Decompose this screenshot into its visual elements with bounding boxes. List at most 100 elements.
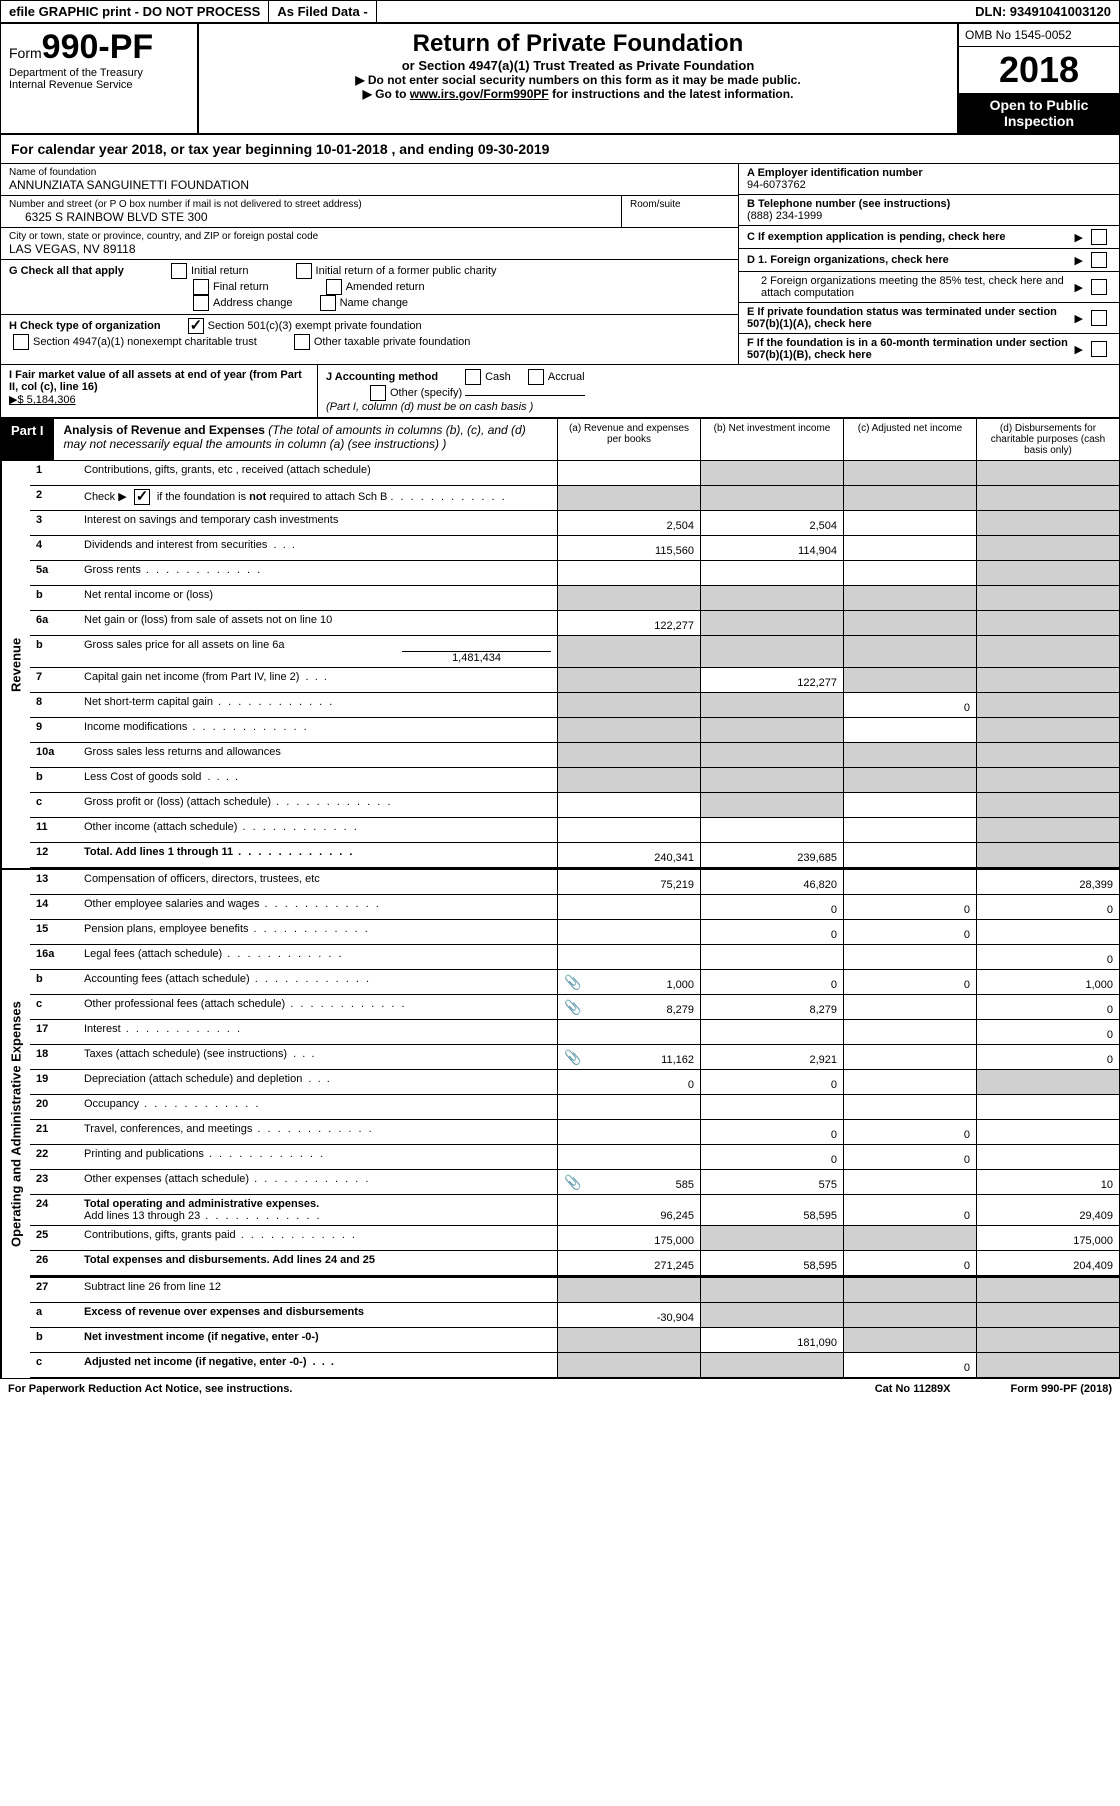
h-row2: Section 4947(a)(1) nonexempt charitable … [9,334,730,350]
revenue-side-label: Revenue [1,461,30,868]
final-return-checkbox[interactable] [193,279,209,295]
table-row: 23Other expenses (attach schedule)📎58557… [30,1170,1119,1195]
irs-link[interactable]: www.irs.gov/Form990PF [410,87,549,101]
table-row: 21Travel, conferences, and meetings00 [30,1120,1119,1145]
status-terminated-checkbox[interactable] [1091,310,1107,326]
table-row: 20Occupancy [30,1095,1119,1120]
foreign-org-checkbox[interactable] [1091,252,1107,268]
table-row: 2Check ▶ if the foundation is not requir… [30,486,1119,511]
other-method-checkbox[interactable] [370,385,386,401]
cash-checkbox[interactable] [465,369,481,385]
g-row2: Final return Amended return [9,279,730,295]
revenue-section: Revenue 1Contributions, gifts, grants, e… [1,461,1119,868]
ein-value: 94-6073762 [747,179,1111,191]
address-row: Number and street (or P O box number if … [1,196,738,228]
table-row: 1Contributions, gifts, grants, etc , rec… [30,461,1119,486]
table-row: 19Depreciation (attach schedule) and dep… [30,1070,1119,1095]
i-value: ▶$ 5,184,306 [9,394,76,406]
top-bar: efile GRAPHIC print - DO NOT PROCESS As … [1,1,1119,24]
table-row: 26Total expenses and disbursements. Add … [30,1251,1119,1276]
c-label: C If exemption application is pending, c… [747,231,1071,243]
amended-return-checkbox[interactable] [326,279,342,295]
expenses-section: Operating and Administrative Expenses 13… [1,868,1119,1378]
address-change-checkbox[interactable] [193,295,209,311]
table-row: cGross profit or (loss) (attach schedule… [30,793,1119,818]
accrual-checkbox[interactable] [528,369,544,385]
table-row: 5aGross rents [30,561,1119,586]
initial-former-checkbox[interactable] [296,263,312,279]
footer-left: For Paperwork Reduction Act Notice, see … [8,1383,875,1395]
other-method-label: Other (specify) [390,387,462,399]
dln-number: DLN: 93491041003120 [967,1,1119,22]
sch-b-checkbox[interactable] [134,489,150,505]
col-a-header: (a) Revenue and expenses per books [557,419,700,460]
exemption-pending-checkbox[interactable] [1091,229,1107,245]
foreign-85-checkbox[interactable] [1091,279,1107,295]
header-center: Return of Private Foundation or Section … [199,24,957,133]
attachment-icon[interactable]: 📎 [564,999,581,1016]
ein-cell: A Employer identification number 94-6073… [739,164,1119,195]
dept-irs: Internal Revenue Service [9,79,189,91]
name-change-checkbox[interactable] [320,295,336,311]
ein-label: A Employer identification number [747,167,1111,179]
header-left: Form990-PF Department of the Treasury In… [1,24,199,133]
expenses-side-label: Operating and Administrative Expenses [1,870,30,1378]
e-cell: E If private foundation status was termi… [739,303,1119,334]
city-label: City or town, state or province, country… [9,231,730,242]
attachment-icon[interactable]: 📎 [564,1049,581,1066]
arrow-icon: ▶ [1075,281,1083,294]
final-return-label: Final return [213,281,269,293]
phone-value: (888) 234-1999 [747,210,1111,222]
part1-header: Part I Analysis of Revenue and Expenses … [1,419,1119,461]
revenue-rows: 1Contributions, gifts, grants, etc , rec… [30,461,1119,868]
g-row: G Check all that apply Initial return In… [1,260,738,315]
arrow-icon: ▶ [1075,312,1083,325]
4947-checkbox[interactable] [13,334,29,350]
other-taxable-checkbox[interactable] [294,334,310,350]
info-left: Name of foundation ANNUNZIATA SANGUINETT… [1,164,738,364]
c-cell: C If exemption application is pending, c… [739,226,1119,249]
60-month-checkbox[interactable] [1091,341,1107,357]
i-label: I Fair market value of all assets at end… [9,369,302,393]
j-label: J Accounting method [326,371,438,383]
cash-label: Cash [485,371,511,383]
dept-treasury: Department of the Treasury [9,67,189,79]
d1-cell: D 1. Foreign organizations, check here ▶ [739,249,1119,272]
form-container: efile GRAPHIC print - DO NOT PROCESS As … [0,0,1120,1379]
address-cell: Number and street (or P O box number if … [1,196,622,227]
table-row: 13Compensation of officers, directors, t… [30,870,1119,895]
table-row: 18Taxes (attach schedule) (see instructi… [30,1045,1119,1070]
table-row: 10aGross sales less returns and allowanc… [30,743,1119,768]
address: 6325 S RAINBOW BLVD STE 300 [9,210,613,224]
initial-return-checkbox[interactable] [171,263,187,279]
accrual-label: Accrual [548,371,585,383]
f-label: F If the foundation is in a 60-month ter… [747,337,1071,361]
table-row: bNet investment income (if negative, ent… [30,1328,1119,1353]
instruction-line1: ▶ Do not enter social security numbers o… [209,73,947,87]
table-row: cOther professional fees (attach schedul… [30,995,1119,1020]
name-change-label: Name change [340,297,409,309]
ij-row: I Fair market value of all assets at end… [1,365,1119,419]
table-row: bGross sales price for all assets on lin… [30,636,1119,668]
501c3-checkbox[interactable] [188,318,204,334]
form-label: Form [9,45,42,61]
col-d-header: (d) Disbursements for charitable purpose… [976,419,1119,460]
table-row: 8Net short-term capital gain0 [30,693,1119,718]
table-row: 7Capital gain net income (from Part IV, … [30,668,1119,693]
g-row3: Address change Name change [9,295,730,311]
e-label: E If private foundation status was termi… [747,306,1071,330]
j-cell: J Accounting method Cash Accrual Other (… [318,365,1119,417]
table-row: 24Total operating and administrative exp… [30,1195,1119,1226]
room-label: Room/suite [630,199,730,210]
form-num-big: 990-PF [42,28,154,66]
d2-cell: 2 Foreign organizations meeting the 85% … [739,272,1119,303]
amended-return-label: Amended return [346,281,425,293]
g-opts: Initial return Initial return of a forme… [167,265,497,277]
d2-label: 2 Foreign organizations meeting the 85% … [747,275,1071,299]
header-right: OMB No 1545-0052 2018 Open to Public Ins… [957,24,1119,133]
attachment-icon[interactable]: 📎 [564,1174,581,1191]
attachment-icon[interactable]: 📎 [564,974,581,991]
tax-year: 2018 [959,47,1119,93]
g-label: G Check all that apply [9,265,124,277]
addr-label: Number and street (or P O box number if … [9,199,613,210]
